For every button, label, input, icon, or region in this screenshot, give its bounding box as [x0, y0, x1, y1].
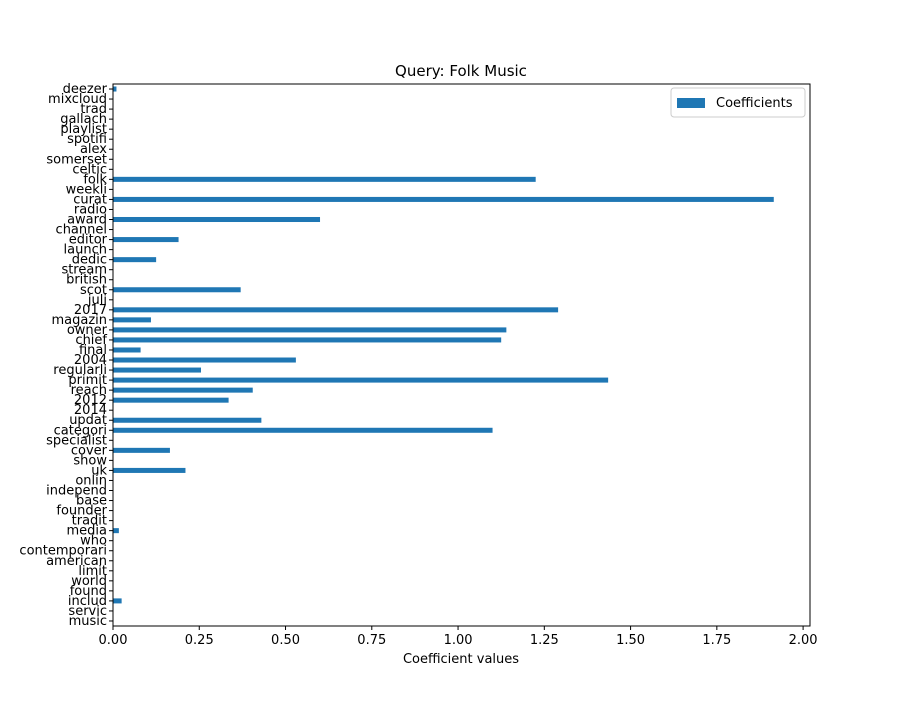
y-tick-label: founder — [56, 504, 107, 519]
y-tick-label: british — [66, 273, 107, 288]
x-tick-label: 0.25 — [185, 633, 214, 648]
y-tick-label: mixcloud — [48, 92, 107, 107]
y-tick-label: final — [79, 343, 107, 358]
y-tick-label: chief — [75, 333, 107, 348]
bar-categori — [113, 427, 493, 433]
y-tick-label: dedic — [72, 253, 107, 268]
legend-frame — [670, 87, 806, 118]
y-tick-label: playlist — [60, 122, 107, 137]
bar-includ — [113, 598, 122, 604]
y-tick-label: gallach — [60, 112, 107, 127]
bar-owner — [113, 327, 507, 333]
bar-dedic — [113, 257, 157, 263]
y-tick-label: 2004 — [74, 353, 107, 368]
y-tick-label: 2012 — [74, 393, 107, 408]
y-tick-label: folk — [83, 172, 107, 187]
y-tick-label: cover — [71, 443, 108, 458]
x-axis-ticks: 0.00 0.25 0.50 0.75 1.00 1.25 1.50 1.75 2.00 — [99, 626, 818, 648]
y-tick-label: world — [71, 574, 107, 589]
y-tick-label: 2017 — [74, 303, 107, 318]
y-tick-label: celtic — [72, 162, 107, 177]
bar-final — [113, 347, 141, 353]
y-tick-label: launch — [64, 243, 107, 258]
y-tick-label: servic — [68, 604, 107, 619]
bar-2004 — [113, 357, 296, 363]
bar-chief — [113, 337, 502, 343]
y-tick-label: includ — [68, 594, 107, 609]
y-axis-ticks: musicservicincludfoundworldlimitamerican… — [19, 82, 113, 629]
y-tick-label: base — [76, 494, 107, 509]
bar-regularli — [113, 367, 201, 373]
plot-frame — [112, 83, 811, 627]
y-tick-label: tradit — [72, 514, 107, 529]
bar-curat — [113, 196, 774, 202]
y-tick-label: channel — [56, 223, 107, 238]
y-tick-label: contemporari — [19, 544, 107, 559]
legend-label: Coefficients — [716, 96, 793, 111]
y-tick-label: specialist — [46, 433, 107, 448]
y-tick-label: onlin — [75, 473, 107, 488]
y-tick-label: reach — [71, 383, 107, 398]
y-tick-label: magazin — [51, 313, 107, 328]
y-tick-label: independ — [46, 484, 107, 499]
y-tick-label: uk — [91, 463, 107, 478]
bar-reach — [113, 387, 253, 393]
legend-swatch — [677, 98, 705, 108]
y-tick-label: music — [69, 614, 107, 629]
x-tick-label: 1.75 — [702, 633, 731, 648]
bar-magazin — [113, 317, 151, 323]
bar-cover — [113, 447, 170, 453]
y-tick-label: show — [73, 453, 107, 468]
bar-2012 — [113, 397, 229, 403]
bars — [113, 86, 774, 604]
y-tick-label: 2014 — [74, 403, 107, 418]
y-tick-label: somerset — [46, 152, 107, 167]
x-tick-label: 1.50 — [616, 633, 645, 648]
y-tick-label: stream — [61, 263, 107, 278]
bar-scot — [113, 287, 241, 293]
y-tick-label: award — [67, 213, 107, 228]
y-tick-label: updat — [69, 413, 107, 428]
bar-primit — [113, 377, 609, 383]
y-tick-label: media — [67, 524, 108, 539]
x-tick-label: 0.75 — [357, 633, 386, 648]
y-tick-label: spotifi — [67, 132, 107, 147]
y-tick-label: radio — [74, 202, 107, 217]
y-tick-label: limit — [78, 564, 107, 579]
y-tick-label: editor — [69, 233, 108, 248]
y-tick-label: weekli — [66, 182, 107, 197]
y-tick-label: alex — [80, 142, 107, 157]
bar-media — [113, 528, 119, 534]
x-tick-label: 1.00 — [444, 633, 473, 648]
y-tick-label: juli — [87, 293, 107, 308]
x-tick-label: 2.00 — [789, 633, 818, 648]
y-tick-label: found — [70, 584, 107, 599]
chart-title: Query: Folk Music — [395, 62, 527, 80]
x-axis-label: Coefficient values — [403, 652, 519, 667]
y-tick-label: deezer — [63, 82, 108, 97]
y-tick-label: regularli — [53, 363, 107, 378]
x-tick-label: 0.50 — [271, 633, 300, 648]
y-tick-label: scot — [80, 283, 107, 298]
y-tick-label: who — [80, 534, 107, 549]
bar-award — [113, 216, 321, 223]
y-tick-label: owner — [67, 323, 108, 338]
bar-folk — [113, 176, 536, 182]
bar-editor — [113, 237, 179, 243]
bar-2017 — [113, 307, 559, 313]
bar-deezer — [113, 86, 117, 92]
x-tick-label: 1.25 — [530, 633, 559, 648]
y-tick-label: primit — [68, 373, 107, 388]
y-tick-label: american — [46, 554, 107, 569]
legend: Coefficients — [670, 87, 806, 118]
y-tick-label: categori — [54, 423, 107, 438]
x-tick-label: 0.00 — [99, 633, 128, 648]
bar-updat — [113, 417, 262, 423]
y-tick-label: trad — [80, 102, 107, 117]
bar-uk — [113, 467, 186, 473]
y-tick-label: curat — [73, 192, 107, 207]
